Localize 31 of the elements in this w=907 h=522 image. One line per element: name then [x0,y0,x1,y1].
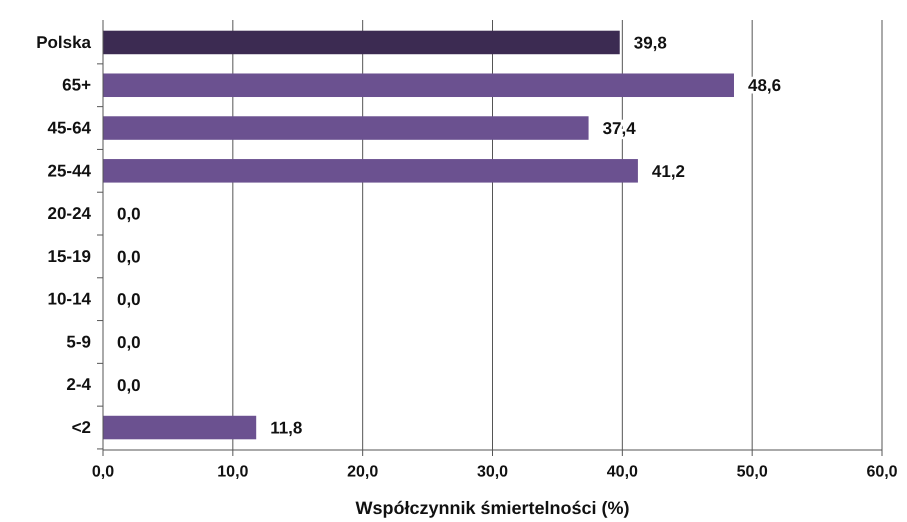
y-tick-label: 2-4 [66,375,92,394]
data-label: 39,8 [634,33,667,52]
bar [103,416,256,440]
y-tick-label: 45-64 [48,118,92,138]
x-tick-label: 50,0 [736,464,768,481]
x-tick-label: 10,0 [217,464,249,481]
bar [103,159,638,183]
bar [103,116,589,140]
x-tick-label: 60,0 [866,464,898,481]
x-tick-label: 0,0 [92,464,114,481]
y-tick-label: 10-14 [48,290,92,309]
y-tick-label: 5-9 [66,332,91,352]
data-label: 0,0 [117,247,141,266]
y-tick-label: 25-44 [48,161,92,180]
y-tick-label: 15-19 [48,246,91,266]
x-tick-label: 40,0 [606,464,638,481]
bar [103,73,734,98]
data-label: 0,0 [117,332,141,352]
data-label: 0,0 [117,376,141,395]
data-label: 0,0 [117,204,141,224]
y-tick-label: Polska [36,32,92,52]
y-tick-label: 20-24 [48,204,92,224]
data-label: 0,0 [117,290,141,310]
x-tick-label: 20,0 [347,464,378,481]
data-label: 41,2 [652,162,686,181]
x-tick-label: 30,0 [476,464,508,481]
x-axis-title: Współczynnik śmiertelności (%) [355,498,630,518]
data-label: 11,8 [270,418,302,438]
y-tick-label: 65+ [62,76,92,95]
y-tick-label: <2 [72,418,91,437]
bar [103,30,620,54]
